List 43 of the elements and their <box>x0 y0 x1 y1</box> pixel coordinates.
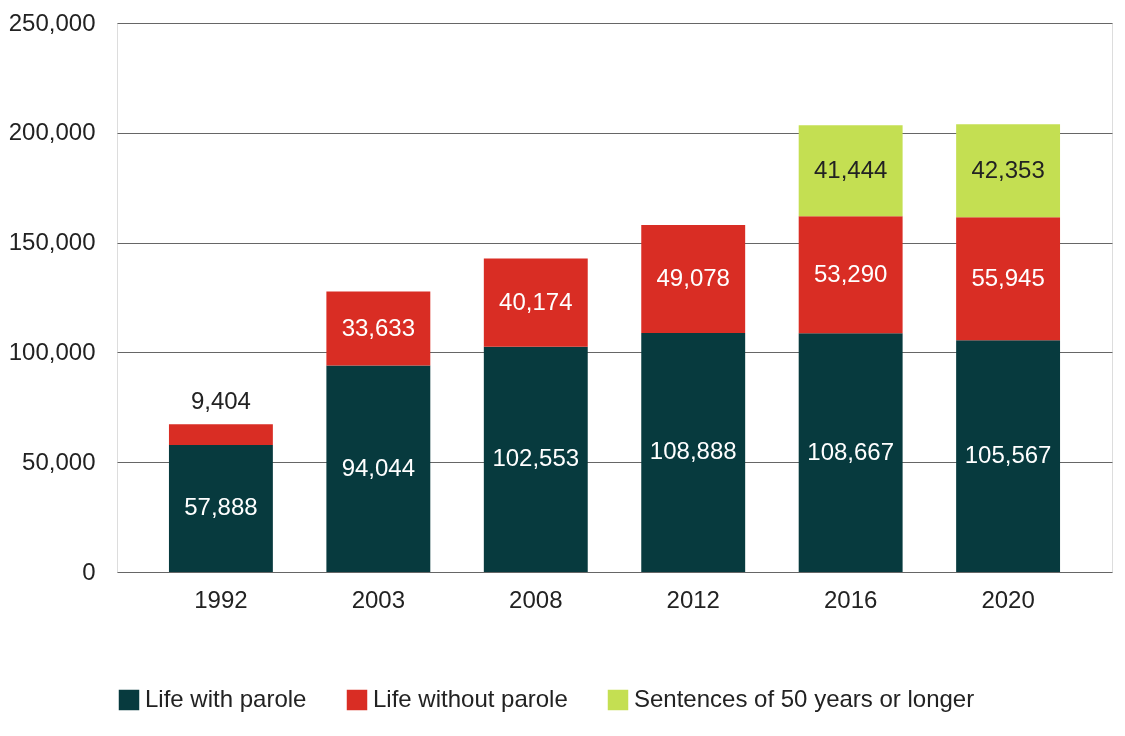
y-tick-label: 150,000 <box>8 228 96 256</box>
bar <box>326 291 431 366</box>
bar <box>168 444 273 572</box>
data-label: 42,353 <box>971 155 1045 183</box>
bar <box>326 365 431 572</box>
legend-label: Sentences of 50 years or longer <box>634 685 975 712</box>
y-tick-label: 200,000 <box>8 118 96 146</box>
x-tick-label: 2008 <box>509 585 563 613</box>
data-label: 49,078 <box>656 263 730 291</box>
data-label: 41,444 <box>813 155 888 183</box>
data-label: 102,553 <box>492 444 580 472</box>
bar <box>798 216 903 334</box>
bar <box>956 340 1061 572</box>
bar <box>483 258 588 347</box>
data-label: 53,290 <box>813 259 888 287</box>
data-label: 57,888 <box>184 493 258 521</box>
x-tick-label: 2016 <box>823 585 878 613</box>
bar <box>798 333 903 572</box>
data-label: 105,567 <box>964 441 1052 469</box>
x-tick-label: 2003 <box>351 585 406 613</box>
data-label: 55,945 <box>971 263 1045 291</box>
bar <box>168 424 273 445</box>
y-tick-label: 0 <box>82 557 96 585</box>
x-tick-label: 2020 <box>981 585 1035 613</box>
legend-label: Life without parole <box>373 685 568 712</box>
bar <box>956 217 1061 341</box>
data-label: 33,633 <box>341 313 416 341</box>
x-tick-label: 1992 <box>194 585 248 613</box>
x-tick-label: 2012 <box>666 585 720 613</box>
data-label: 108,667 <box>807 437 895 465</box>
legend-label: Life with parole <box>145 685 307 712</box>
bar <box>483 346 588 572</box>
data-label: 108,888 <box>649 437 737 465</box>
data-label: 9,404 <box>190 387 251 415</box>
bar <box>956 124 1061 218</box>
y-tick-label: 250,000 <box>8 8 96 36</box>
bar <box>641 332 746 572</box>
y-tick-label: 50,000 <box>22 447 96 475</box>
bar <box>641 225 746 333</box>
data-label: 94,044 <box>341 453 416 481</box>
y-tick-label: 100,000 <box>8 337 96 365</box>
bar <box>798 125 903 217</box>
data-label: 40,174 <box>499 287 573 315</box>
